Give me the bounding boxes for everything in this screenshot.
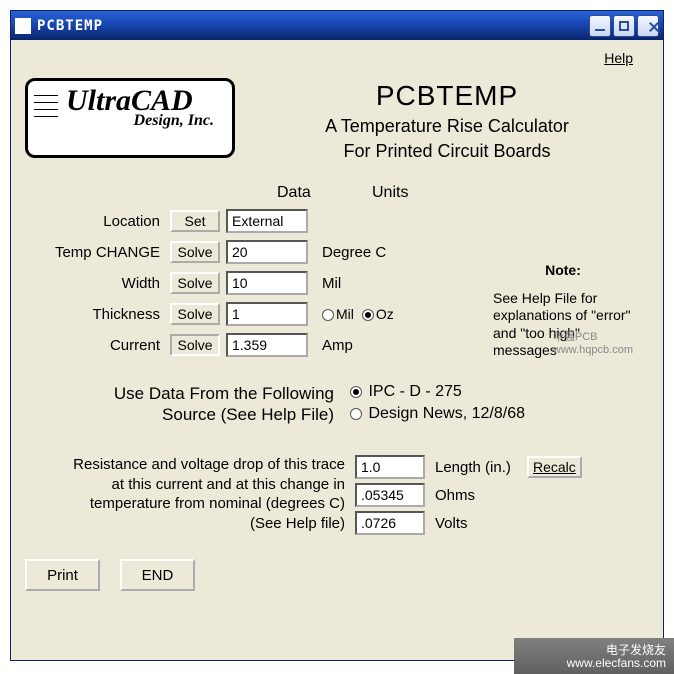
- titlebar: PCBTEMP: [11, 11, 663, 40]
- subtitle-2: For Printed Circuit Boards: [245, 141, 649, 162]
- radio-mil[interactable]: Mil: [322, 306, 354, 322]
- app-window: PCBTEMP Help UltraCAD Design, Inc. PCBTE…: [10, 10, 664, 661]
- help-menu[interactable]: Help: [604, 50, 633, 66]
- thickness-input[interactable]: [226, 302, 308, 326]
- volts-input[interactable]: [355, 511, 425, 535]
- unit-width: Mil: [322, 275, 452, 292]
- ohms-input[interactable]: [355, 483, 425, 507]
- width-input[interactable]: [226, 271, 308, 295]
- length-label: Length (in.): [435, 459, 527, 476]
- watermark-elecfans: 电子发烧友 www.elecfans.com: [514, 638, 674, 674]
- temp-input[interactable]: [226, 240, 308, 264]
- label-thickness: Thickness: [25, 306, 170, 323]
- label-width: Width: [25, 275, 170, 292]
- length-input[interactable]: [355, 455, 425, 479]
- volts-label: Volts: [435, 515, 527, 532]
- source-text-1: Use Data From the Following: [25, 383, 334, 404]
- source-text-2: Source (See Help File): [25, 404, 334, 425]
- window-title: PCBTEMP: [37, 18, 589, 34]
- solve-temp-button[interactable]: Solve: [170, 241, 220, 263]
- rv-line2: at this current and at this change in: [25, 475, 345, 495]
- location-input[interactable]: [226, 209, 308, 233]
- subtitle-1: A Temperature Rise Calculator: [245, 116, 649, 137]
- minimize-button[interactable]: [589, 15, 611, 37]
- ohms-label: Ohms: [435, 487, 527, 504]
- thickness-unit-radios: Mil Oz: [322, 306, 452, 322]
- rv-line3: temperature from nominal (degrees C): [25, 494, 345, 514]
- label-current: Current: [25, 337, 170, 354]
- header-units: Units: [372, 184, 408, 202]
- rv-line1: Resistance and voltage drop of this trac…: [25, 455, 345, 475]
- radio-oz[interactable]: Oz: [362, 306, 394, 322]
- header-data: Data: [277, 184, 372, 202]
- note-title: Note:: [493, 262, 633, 280]
- column-headers: Data Units: [25, 184, 649, 202]
- rv-line4: (See Help file): [25, 514, 345, 534]
- app-title: PCBTEMP: [245, 80, 649, 112]
- radio-ipc[interactable]: IPC - D - 275: [350, 383, 525, 401]
- label-location: Location: [25, 213, 170, 230]
- set-button[interactable]: Set: [170, 210, 220, 232]
- watermark-hqpcb: 华强PCBwww.hqpcb.com: [553, 328, 633, 356]
- end-button[interactable]: END: [120, 559, 195, 591]
- recalc-button[interactable]: Recalc: [527, 456, 582, 478]
- unit-current: Amp: [322, 337, 452, 354]
- logo: UltraCAD Design, Inc.: [25, 78, 235, 158]
- label-temp: Temp CHANGE: [25, 244, 170, 261]
- client-area: Help UltraCAD Design, Inc. PCBTEMP A Tem…: [11, 40, 663, 660]
- close-button[interactable]: [637, 15, 659, 37]
- print-button[interactable]: Print: [25, 559, 100, 591]
- maximize-button[interactable]: [613, 15, 635, 37]
- current-input[interactable]: [226, 333, 308, 357]
- solve-width-button[interactable]: Solve: [170, 272, 220, 294]
- solve-current-button[interactable]: Solve: [170, 334, 220, 356]
- app-icon: [15, 18, 31, 34]
- logo-line1: UltraCAD: [66, 87, 222, 114]
- unit-temp: Degree C: [322, 244, 452, 261]
- solve-thickness-button[interactable]: Solve: [170, 303, 220, 325]
- radio-design-news[interactable]: Design News, 12/8/68: [350, 405, 525, 423]
